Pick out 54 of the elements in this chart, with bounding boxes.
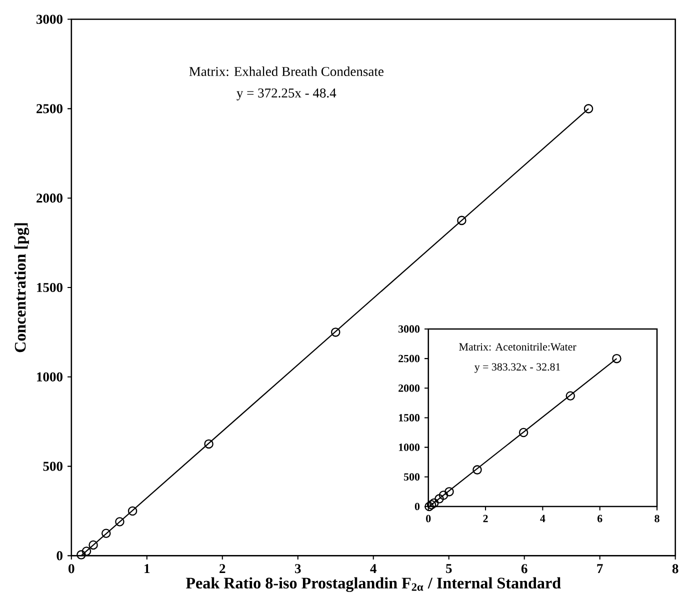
x-tick-label: 2 [483, 514, 488, 522]
x-tick-label: 4 [370, 564, 376, 573]
point [434, 494, 444, 504]
x-tick-label: 2 [220, 564, 226, 573]
x-tick-label: 6 [521, 564, 528, 574]
x-tick-label: 4 [540, 514, 546, 522]
y-tick-label: 3000 [398, 325, 420, 333]
x-tick-label: 0 [68, 564, 74, 574]
x-tick-label: 6 [597, 514, 602, 522]
y-tick-label: 3000 [36, 14, 62, 24]
y-tick-label: 0 [56, 551, 62, 560]
y-tick-label: 500 [404, 473, 420, 480]
point [612, 354, 622, 364]
point [204, 439, 214, 448]
y-tick-label: 2000 [36, 193, 62, 203]
annotation: Matrix: Exhaled Breath Condensate [189, 66, 384, 76]
point [82, 546, 92, 556]
annotation: y = 372.25x - 48.4 [236, 88, 336, 100]
point [424, 502, 434, 512]
point [101, 528, 111, 538]
point [76, 550, 86, 560]
y-tick-label: 2500 [398, 354, 420, 362]
x-tick-label: 3 [295, 564, 301, 574]
y-tick-label: 0 [414, 502, 420, 510]
point [584, 104, 594, 114]
y-tick-label: 1000 [398, 444, 420, 451]
point [457, 216, 466, 225]
x-tick-label: 7 [597, 564, 603, 573]
y-axis-title: Concentration [pg] [14, 223, 30, 352]
y-tick-label: 1500 [398, 414, 420, 422]
x-tick-label: 8 [654, 514, 660, 522]
point [128, 506, 138, 516]
point [88, 540, 98, 550]
y-tick-label: 500 [43, 462, 62, 471]
annotation: Matrix: Acetonitrile:Water [459, 342, 576, 350]
point [115, 516, 124, 526]
y-tick-label: 1000 [37, 372, 62, 382]
point [429, 498, 439, 508]
x-tick-label: 0 [426, 514, 431, 522]
annotation: y = 383.32x - 32.81 [474, 363, 560, 373]
point [444, 486, 454, 496]
x-tick-label: 8 [672, 564, 678, 574]
point [566, 391, 576, 400]
point [438, 490, 448, 500]
x-tick-label: 1 [144, 564, 150, 573]
point [472, 465, 482, 474]
point [426, 500, 436, 510]
y-tick-label: 2500 [36, 104, 62, 114]
point [330, 327, 340, 337]
point [518, 428, 528, 438]
x-tick-label: 5 [446, 564, 452, 573]
y-tick-label: 1500 [37, 282, 62, 292]
x-axis-title: Peak Ratio 8-iso Prostaglandin F$_{2α}$ / Internal Standard [186, 577, 561, 592]
y-tick-label: 2000 [398, 384, 420, 392]
